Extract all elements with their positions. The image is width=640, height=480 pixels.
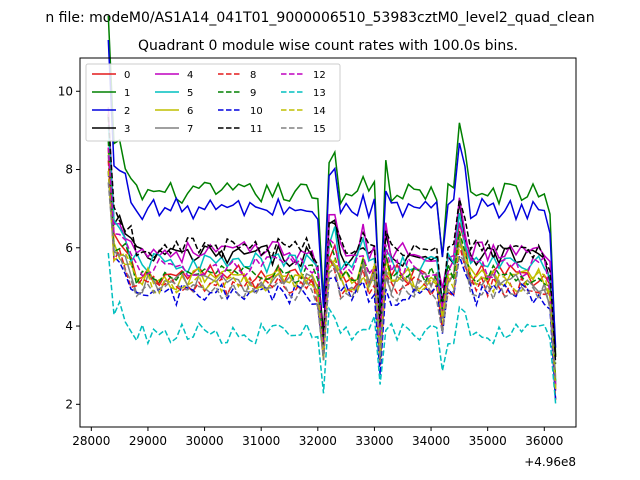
series-line-10 bbox=[107, 171, 557, 401]
y-tick-label: 2 bbox=[65, 397, 73, 411]
x-tick-label: 33000 bbox=[355, 434, 393, 448]
y-axis: 2 4 6 8 10 bbox=[58, 84, 80, 411]
chart-title: Quadrant 0 module wise count rates with … bbox=[138, 38, 518, 54]
x-axis: 28000 29000 30000 31000 32000 33000 34000 35000… bbox=[72, 427, 563, 448]
legend-label-7: 7 bbox=[187, 124, 193, 135]
legend-label-6: 6 bbox=[187, 106, 193, 117]
legend-label-9: 9 bbox=[250, 88, 256, 99]
series-line-6 bbox=[107, 149, 557, 377]
legend-label-8: 8 bbox=[250, 70, 256, 81]
y-tick-label: 4 bbox=[65, 319, 73, 333]
x-tick-label: 30000 bbox=[185, 434, 223, 448]
legend-label-2: 2 bbox=[124, 106, 130, 117]
series-line-13 bbox=[107, 252, 557, 404]
legend-frame bbox=[85, 63, 341, 142]
x-tick-label: 34000 bbox=[412, 434, 450, 448]
series-layer bbox=[107, 15, 557, 404]
legend-label-15: 15 bbox=[313, 124, 326, 135]
y-tick-label: 10 bbox=[58, 84, 73, 98]
x-tick-label: 28000 bbox=[72, 434, 110, 448]
legend-label-4: 4 bbox=[187, 70, 193, 81]
series-line-4 bbox=[107, 107, 557, 391]
series-line-14 bbox=[107, 170, 557, 390]
axes-border bbox=[79, 57, 577, 428]
series-line-15 bbox=[107, 182, 557, 381]
series-line-12 bbox=[107, 147, 557, 387]
legend-label-14: 14 bbox=[313, 106, 326, 117]
legend-label-11: 11 bbox=[250, 124, 263, 135]
x-tick-label: 35000 bbox=[469, 434, 507, 448]
x-offset-label: +4.96e8 bbox=[524, 455, 576, 469]
series-line-11 bbox=[107, 116, 557, 364]
legend-label-3: 3 bbox=[124, 124, 130, 135]
figure-suptitle: n file: modeM0/AS1A14_041T01_9000006510_… bbox=[45, 10, 594, 26]
legend-label-13: 13 bbox=[313, 88, 326, 99]
x-tick-label: 32000 bbox=[299, 434, 337, 448]
x-tick-label: 36000 bbox=[525, 434, 563, 448]
series-line-1 bbox=[107, 15, 557, 356]
series-line-2 bbox=[107, 39, 557, 348]
legend-label-5: 5 bbox=[187, 88, 193, 99]
legend-label-1: 1 bbox=[124, 88, 130, 99]
legend-label-12: 12 bbox=[313, 70, 326, 81]
y-tick-label: 8 bbox=[65, 163, 73, 177]
x-tick-label: 31000 bbox=[242, 434, 280, 448]
x-tick-label: 29000 bbox=[129, 434, 167, 448]
y-tick-label: 6 bbox=[65, 241, 73, 255]
legend-label-0: 0 bbox=[124, 70, 130, 81]
legend-label-10: 10 bbox=[250, 106, 263, 117]
